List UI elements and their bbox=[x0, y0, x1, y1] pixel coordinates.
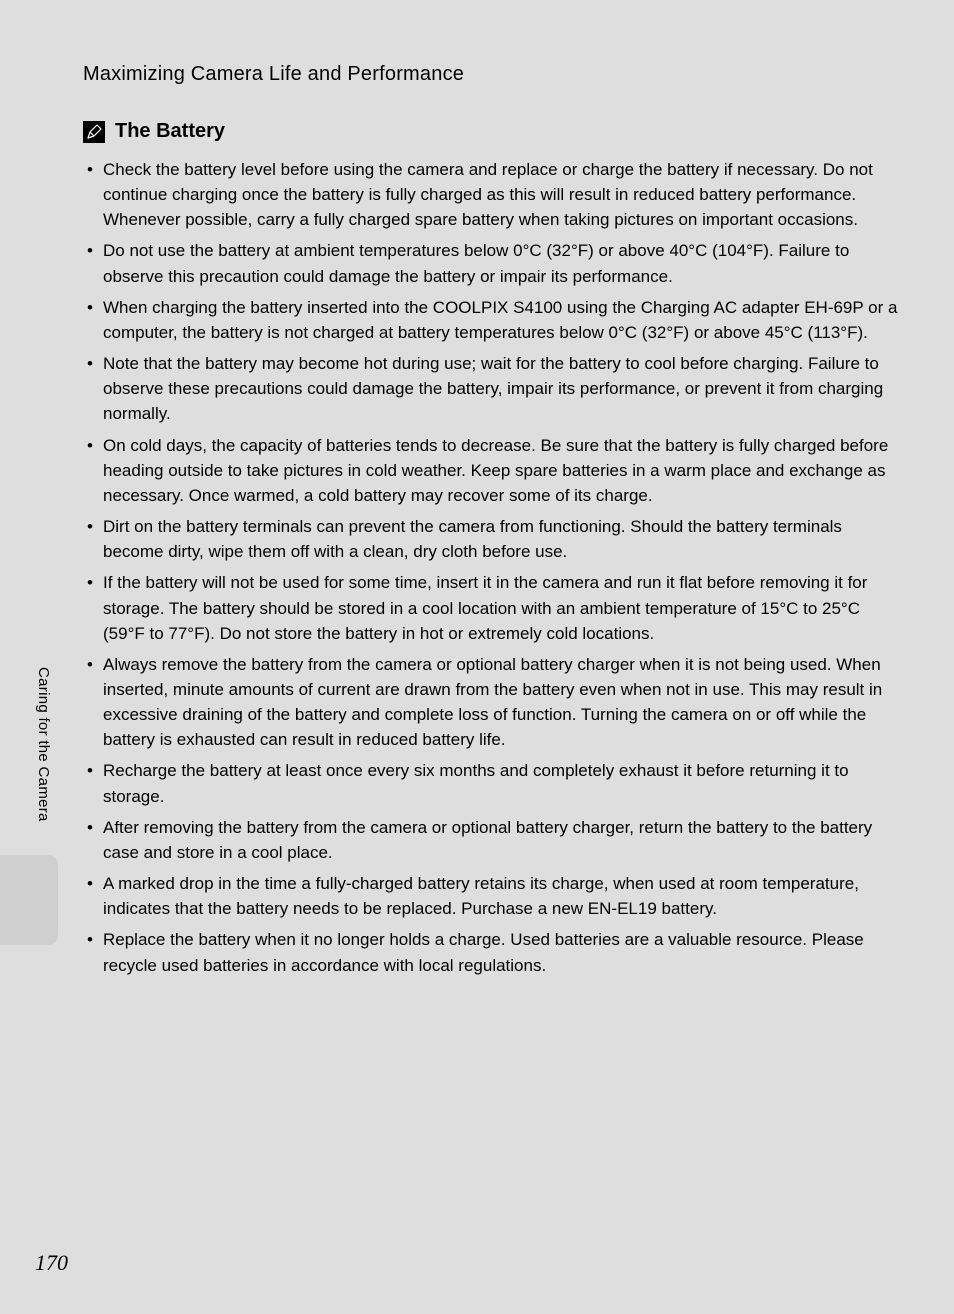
section-heading: The Battery bbox=[115, 120, 225, 143]
page-number: 170 bbox=[35, 1250, 68, 1276]
bullet-list: Check the battery level before using the… bbox=[83, 157, 903, 978]
list-item: A marked drop in the time a fully-charge… bbox=[83, 871, 903, 921]
list-item: If the battery will not be used for some… bbox=[83, 570, 903, 645]
list-item: After removing the battery from the came… bbox=[83, 815, 903, 865]
section-heading-row: The Battery bbox=[83, 120, 903, 143]
list-item: Do not use the battery at ambient temper… bbox=[83, 238, 903, 288]
page-title: Maximizing Camera Life and Performance bbox=[83, 63, 464, 86]
pencil-icon bbox=[83, 121, 105, 143]
list-item: On cold days, the capacity of batteries … bbox=[83, 433, 903, 508]
list-item: Replace the battery when it no longer ho… bbox=[83, 927, 903, 977]
list-item: Recharge the battery at least once every… bbox=[83, 758, 903, 808]
list-item: Always remove the battery from the camer… bbox=[83, 652, 903, 753]
list-item: When charging the battery inserted into … bbox=[83, 295, 903, 345]
list-item: Check the battery level before using the… bbox=[83, 157, 903, 232]
list-item: Dirt on the battery terminals can preven… bbox=[83, 514, 903, 564]
manual-page: Maximizing Camera Life and Performance T… bbox=[0, 0, 954, 1314]
list-item: Note that the battery may become hot dur… bbox=[83, 351, 903, 426]
side-tab-label: Caring for the Camera bbox=[32, 667, 52, 877]
battery-section: The Battery Check the battery level befo… bbox=[83, 120, 903, 984]
